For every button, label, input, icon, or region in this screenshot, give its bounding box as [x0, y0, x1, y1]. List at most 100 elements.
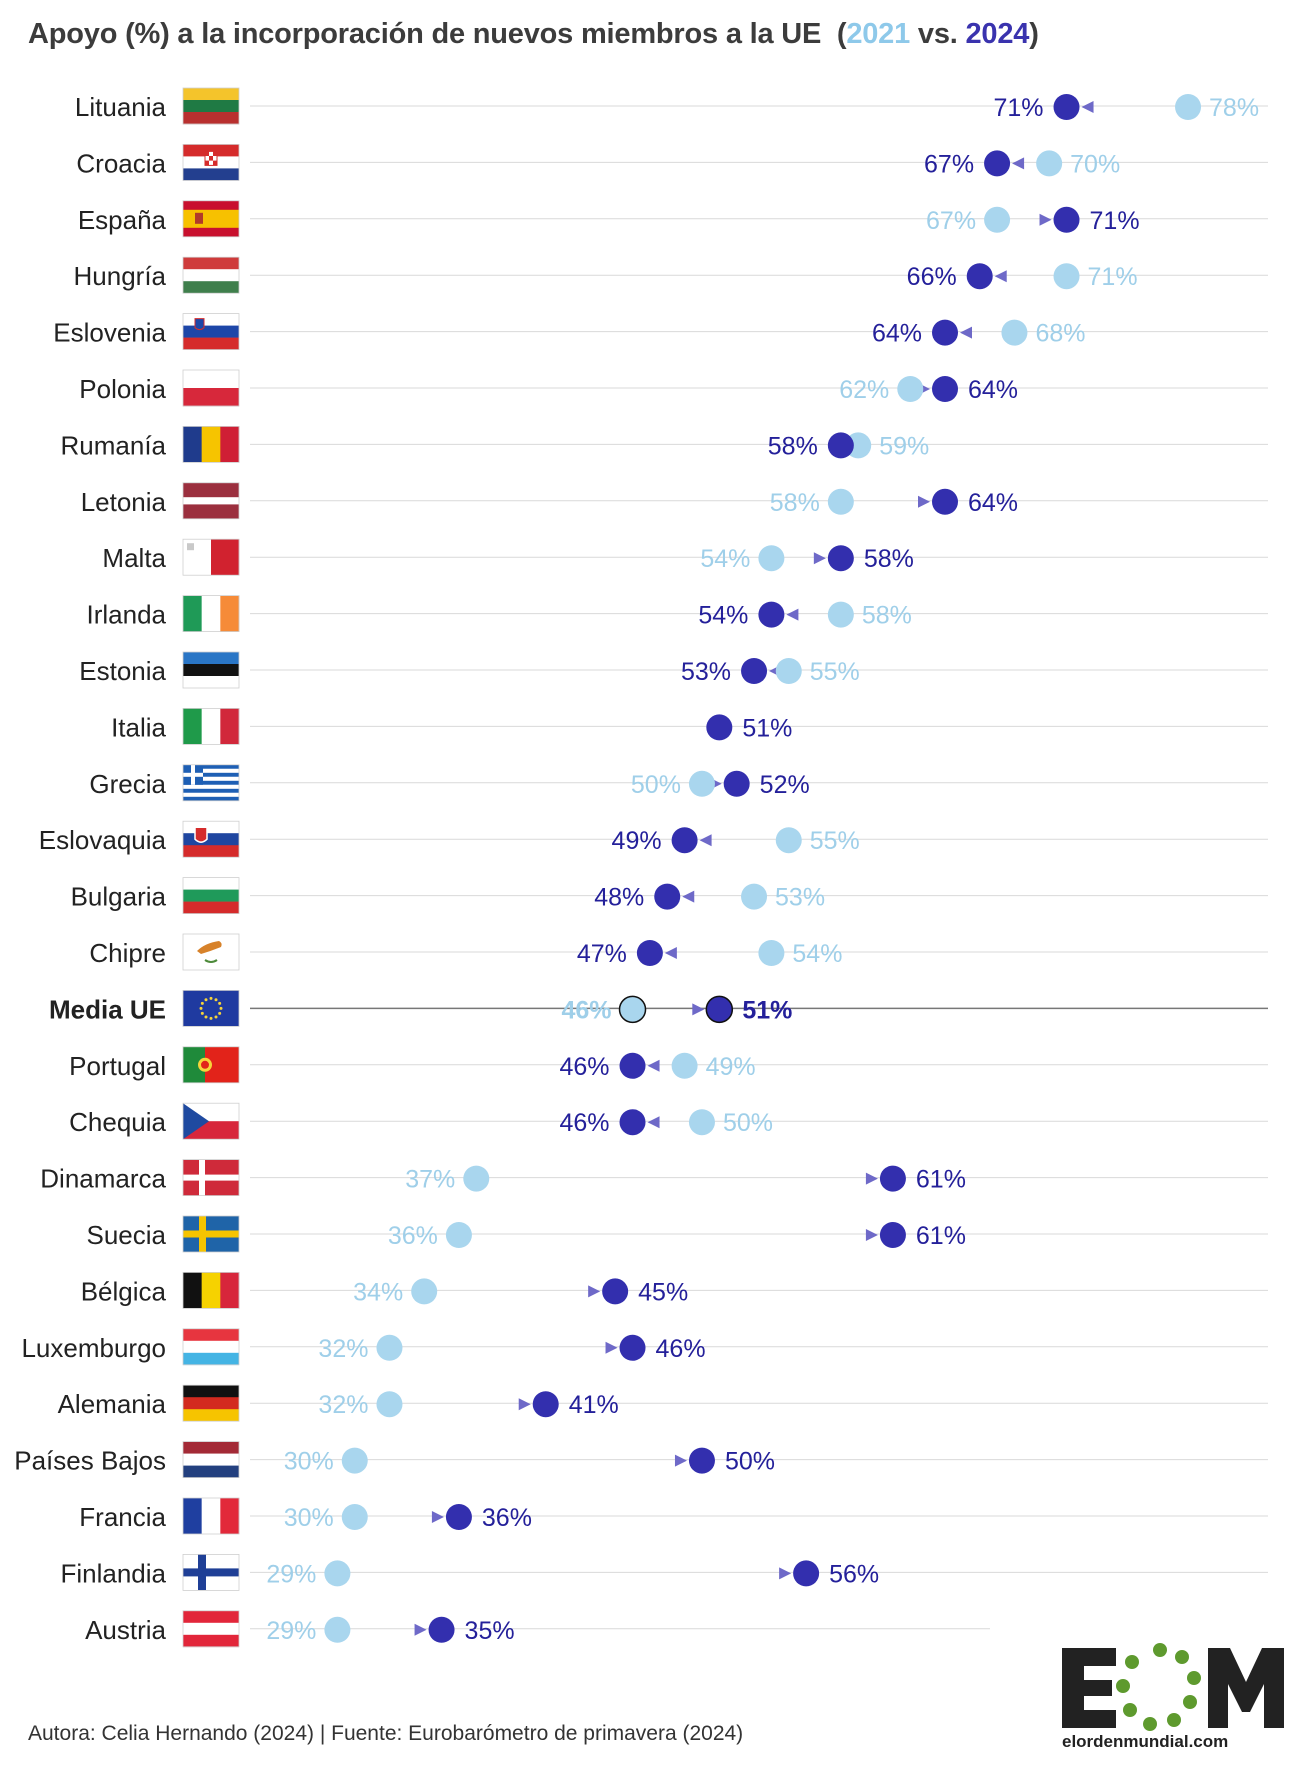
- row-malta: Malta 54% 58%: [102, 538, 1268, 576]
- eom-logo-icon: [1062, 1643, 1284, 1731]
- point-2024: [619, 1052, 646, 1079]
- source-footer: Autora: Celia Hernando (2024) | Fuente: …: [28, 1722, 744, 1745]
- country-label: Chipre: [89, 938, 166, 968]
- country-label: Austria: [85, 1615, 166, 1645]
- country-label: Chequia: [69, 1107, 166, 1137]
- value-label-2021: 54%: [792, 940, 842, 968]
- point-2021: [671, 1052, 698, 1079]
- point-2024: [879, 1222, 906, 1248]
- point-2021: [1036, 150, 1063, 177]
- value-label-2024: 61%: [916, 1166, 966, 1194]
- hungary-flag-icon: [182, 256, 240, 294]
- row-hungary: Hungría 71% 66%: [74, 256, 1268, 294]
- point-2024: [984, 150, 1011, 177]
- value-label-2021: 49%: [706, 1053, 756, 1081]
- point-2021: [897, 376, 924, 402]
- country-label: Lituania: [75, 92, 167, 122]
- country-label: Francia: [79, 1502, 166, 1532]
- point-2021: [827, 601, 854, 628]
- slovakia-flag-icon: [182, 820, 240, 858]
- row-sweden: Suecia 36% 61%: [87, 1215, 1268, 1253]
- arrow-head: [692, 1003, 705, 1016]
- country-label: Alemania: [58, 1389, 167, 1419]
- point-2024: [654, 883, 681, 910]
- row-czechia: Chequia 50% 46%: [69, 1102, 1268, 1140]
- value-label-2021: 68%: [1035, 320, 1085, 348]
- point-2021: [827, 488, 854, 515]
- eu-flag-icon: [182, 990, 240, 1027]
- point-2024: [705, 995, 734, 1024]
- value-label-2021: 37%: [405, 1166, 455, 1194]
- value-label-2024: 53%: [681, 658, 731, 686]
- arrow-head: [431, 1511, 444, 1523]
- arrow-head: [682, 890, 695, 903]
- country-label: Polonia: [79, 374, 166, 404]
- row-france: Francia 30% 36%: [79, 1497, 1268, 1535]
- arrow-head: [414, 1623, 427, 1636]
- value-label-2024: 49%: [612, 827, 662, 855]
- row-poland: Polonia 62% 64%: [79, 369, 1268, 407]
- point-2024: [619, 1334, 646, 1361]
- row-italy: Italia 51%: [111, 708, 1268, 745]
- brand-logo: elordenmundial.com: [1060, 1640, 1288, 1760]
- croatia-flag-icon: [182, 143, 240, 181]
- arrow-head: [865, 1172, 878, 1185]
- point-2024: [532, 1391, 559, 1418]
- value-label-2021: 50%: [723, 1109, 773, 1137]
- point-2021: [775, 658, 802, 684]
- value-label-2021: 30%: [284, 1448, 334, 1476]
- value-label-2024: 64%: [872, 320, 922, 348]
- value-label-2024: 58%: [768, 432, 818, 460]
- legend-2024-label: 2024: [965, 18, 1030, 50]
- country-label: Irlanda: [87, 600, 167, 630]
- point-2021: [341, 1447, 368, 1474]
- value-label-2024: 64%: [968, 376, 1018, 404]
- country-label: Finlandia: [60, 1558, 166, 1588]
- point-2024: [428, 1616, 455, 1643]
- value-label-2024: 46%: [656, 1335, 706, 1363]
- point-2024: [706, 714, 733, 741]
- title-main: Apoyo (%) a la incorporación de nuevos m…: [28, 18, 822, 50]
- point-2024: [1053, 206, 1080, 233]
- value-label-2021: 32%: [318, 1335, 368, 1363]
- arrow-head: [1039, 213, 1052, 226]
- arrow-head: [647, 1116, 660, 1129]
- value-label-2024: 47%: [577, 940, 627, 968]
- point-2021: [758, 940, 785, 966]
- value-label-2021: 58%: [770, 489, 820, 517]
- value-label-2024: 64%: [968, 489, 1018, 517]
- country-label: Bulgaria: [71, 882, 167, 912]
- point-2024: [723, 770, 750, 797]
- value-label-2021: 58%: [862, 602, 912, 630]
- point-2024: [688, 1447, 715, 1474]
- arrow-head: [699, 834, 712, 847]
- country-label: Países Bajos: [14, 1446, 166, 1476]
- value-label-2021: 29%: [266, 1617, 316, 1645]
- point-2021: [463, 1165, 490, 1192]
- point-2021: [341, 1504, 368, 1530]
- point-2024: [966, 263, 993, 290]
- portugal-flag-icon: [182, 1046, 240, 1084]
- value-label-2021: 55%: [810, 827, 860, 855]
- value-label-2021: 32%: [318, 1391, 368, 1419]
- value-label-2021: 53%: [775, 884, 825, 912]
- row-ireland: Irlanda 58% 54%: [87, 595, 1268, 632]
- value-label-2024: 51%: [742, 996, 792, 1024]
- point-2021: [376, 1334, 403, 1361]
- value-label-2024: 46%: [559, 1109, 609, 1137]
- arrow-head: [1081, 101, 1094, 113]
- value-label-2024: 71%: [1090, 207, 1140, 235]
- value-label-2024: 61%: [916, 1222, 966, 1250]
- value-label-2021: 46%: [561, 996, 611, 1024]
- malta-flag-icon: [182, 538, 240, 576]
- value-label-2021: 62%: [839, 376, 889, 404]
- country-label: Dinamarca: [40, 1164, 166, 1194]
- arrow-head: [674, 1454, 687, 1467]
- arrow-head: [1012, 157, 1025, 170]
- italy-flag-icon: [182, 708, 240, 745]
- country-label: Grecia: [89, 769, 166, 799]
- value-label-2024: 48%: [594, 884, 644, 912]
- value-label-2024: 36%: [482, 1504, 532, 1532]
- point-2021: [411, 1278, 438, 1305]
- value-label-2024: 50%: [725, 1448, 775, 1476]
